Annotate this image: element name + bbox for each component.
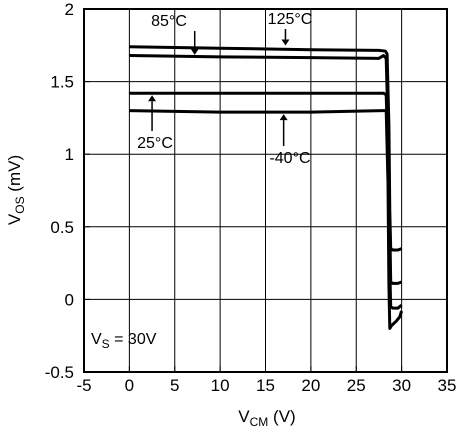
series-line-40c: [129, 109, 404, 330]
annotation-label: 25°C: [137, 135, 173, 152]
y-tick-label: -0.5: [45, 363, 74, 382]
grid-layer: [84, 9, 447, 372]
x-tick-label: 35: [438, 376, 457, 395]
x-tick-label: 20: [301, 376, 320, 395]
annotation-arrow-head: [279, 114, 288, 121]
x-axis-label: VCM (V): [238, 407, 295, 429]
annotation-40c: -40°C: [269, 114, 311, 167]
x-tick-label: 10: [211, 376, 230, 395]
y-tick-label: 1.5: [50, 73, 74, 92]
annotation-125c: 125°C: [268, 11, 313, 46]
frame-layer: [83, 8, 448, 373]
y-tick-label: 2: [65, 0, 74, 19]
x-tick-label: 0: [125, 376, 134, 395]
annotation-label: -40°C: [269, 150, 310, 167]
annotation-25c: 25°C: [137, 95, 173, 152]
x-tick-label: 5: [170, 376, 179, 395]
axis-label-layer: VCM (V) VOS (mV): [5, 155, 296, 429]
inset-layer: VS = 30V: [91, 331, 157, 351]
y-axis-label: VOS (mV): [5, 155, 27, 225]
y-tick-label: 1: [65, 145, 74, 164]
annotation-label: 125°C: [268, 11, 313, 28]
supply-voltage-note: VS = 30V: [91, 331, 157, 351]
annotation-arrow-head: [281, 39, 290, 46]
annotation-arrow-head: [190, 48, 199, 55]
x-tick-label: 15: [256, 376, 275, 395]
y-tick-label: 0: [65, 290, 74, 309]
x-tick-label: 25: [347, 376, 366, 395]
series-line-85c: [129, 54, 403, 285]
series-layer: [129, 45, 404, 330]
annotation-label: 85°C: [151, 13, 187, 30]
x-tick-label: 30: [392, 376, 411, 395]
annotation-85c: 85°C: [151, 13, 199, 55]
annotation-arrow-head: [148, 95, 157, 102]
y-tick-label: 0.5: [50, 218, 74, 237]
x-tick-label: -5: [76, 376, 91, 395]
tick-label-layer: -5 0 5 10 15 20 25 30 35 -0.5 0 0.5 1 1.5 2: [45, 0, 457, 395]
annotation-layer: 125°C 85°C 25°C -40°C: [137, 11, 312, 167]
